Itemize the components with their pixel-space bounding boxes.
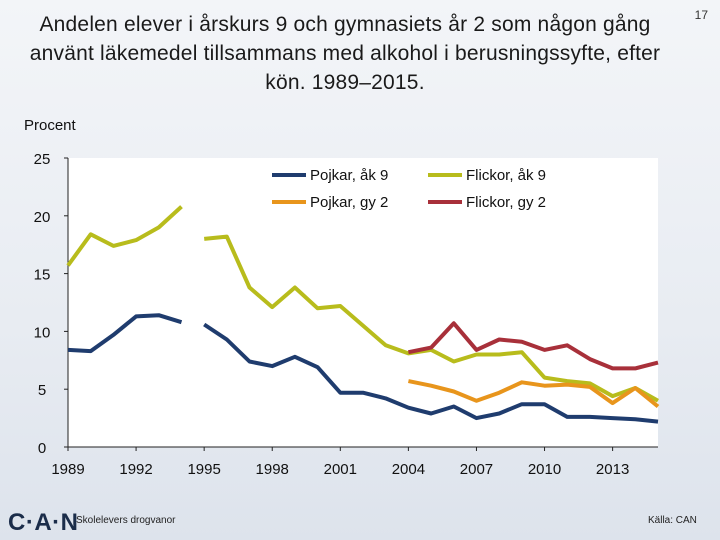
y-axis-label: Procent: [24, 117, 76, 134]
series-line-pojkar-åk-9: [67, 313, 183, 354]
x-tick-label: 2001: [324, 461, 357, 478]
slide-title: Andelen elever i årskurs 9 och gymnasiet…: [29, 13, 661, 94]
page-number: 17: [694, 8, 708, 22]
y-tick-label: 20: [34, 209, 51, 226]
footer-source-name: Skolelevers drogvanor: [76, 515, 176, 526]
series-line-flickor-åk-9: [203, 234, 659, 403]
series-line-flickor-åk-9: [66, 205, 183, 267]
chart-ticks: 0 5 10 15 20 25 1989 1992 1995 1998 2001 2004 2007 20…: [34, 151, 630, 478]
x-tick-label: 1995: [187, 461, 220, 478]
legend-label: Flickor, åk 9: [466, 167, 546, 184]
chart-lines: [66, 205, 660, 424]
y-tick-label: 5: [38, 382, 46, 399]
plot-area: [68, 158, 658, 447]
can-logo: C·A·N: [8, 509, 79, 536]
footer-credit: Källa: CAN: [648, 515, 697, 526]
y-tick-label: 0: [38, 440, 46, 457]
y-tick-label: 25: [34, 151, 51, 168]
y-tick-label: 10: [34, 324, 51, 341]
y-tick-label: 15: [34, 267, 51, 284]
legend-label: Pojkar, åk 9: [310, 167, 388, 184]
series-line-flickor-gy-2: [408, 321, 659, 371]
legend-label: Flickor, gy 2: [466, 194, 546, 211]
x-tick-label: 2010: [528, 461, 561, 478]
x-tick-label: 2007: [460, 461, 493, 478]
x-tick-label: 1998: [256, 461, 289, 478]
series-line-pojkar-gy-2: [408, 379, 660, 409]
x-tick-label: 2004: [392, 461, 425, 478]
x-tick-label: 1989: [51, 461, 84, 478]
chart-axes: [67, 158, 658, 448]
legend-label: Pojkar, gy 2: [310, 194, 388, 211]
x-tick-label: 2013: [596, 461, 629, 478]
chart-legend: Pojkar, åk 9 Flickor, åk 9 Pojkar, gy 2 Fli…: [272, 167, 546, 211]
x-tick-label: 1992: [119, 461, 152, 478]
series-line-pojkar-åk-9: [203, 322, 659, 424]
